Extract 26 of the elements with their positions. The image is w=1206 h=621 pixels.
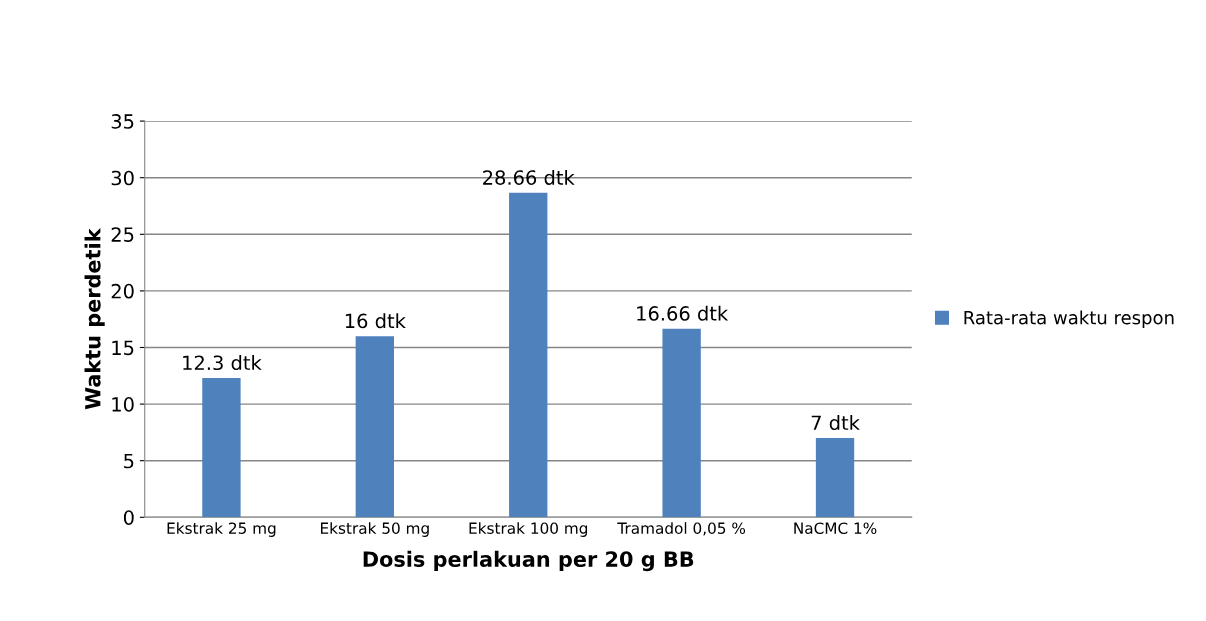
y-tick-label: 30: [111, 170, 134, 186]
x-tick-label: Tramadol 0,05 %: [617, 522, 746, 536]
bar: [355, 336, 394, 518]
x-tick-label: Ekstrak 50 mg: [320, 522, 429, 537]
x-tick-label: Ekstrak 100 mg: [469, 522, 588, 537]
bar: [202, 378, 241, 518]
bar: [662, 328, 701, 518]
y-axis-title: Waktu perdetik: [84, 228, 105, 410]
x-tick-label: NaCMC 1%: [794, 522, 877, 534]
y-tick-label: 35: [111, 114, 134, 129]
y-tick-label: 15: [112, 340, 134, 356]
bar: [509, 192, 548, 518]
x-tick-label: Ekstrak 25 mg: [167, 522, 276, 537]
y-tick-label: 10: [112, 397, 134, 412]
data-label: 7 dtk: [811, 415, 860, 431]
data-label: 12.3 dtk: [183, 355, 262, 371]
y-tick-label: 20: [111, 283, 134, 299]
x-axis-title: Dosis perlakuan per 20 g BB: [363, 550, 694, 572]
y-tick-label: 25: [111, 227, 134, 242]
data-label: 16.66 dtk: [637, 305, 729, 321]
y-tick-label: 5: [124, 453, 134, 469]
data-label: 16 dtk: [345, 313, 406, 329]
y-tick-label: 0: [123, 510, 134, 525]
data-label: 28.66 dtk: [483, 169, 575, 185]
legend-label: Rata-rata waktu respon: [964, 310, 1174, 328]
bar: [815, 438, 855, 518]
